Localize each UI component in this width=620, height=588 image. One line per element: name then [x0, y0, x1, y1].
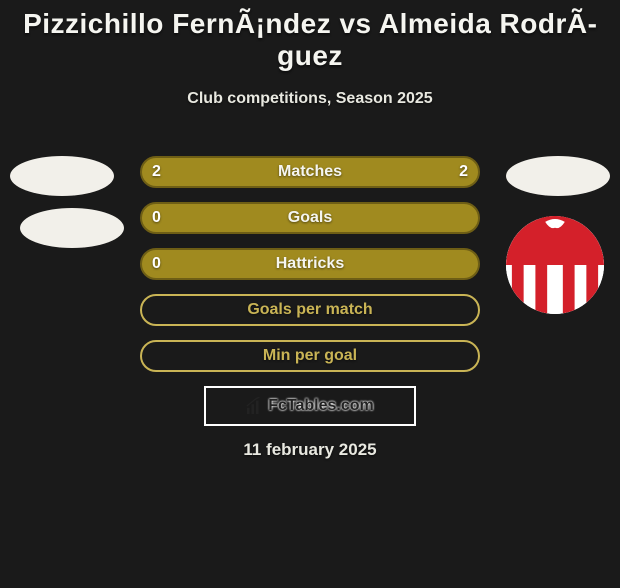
player1-avatar-placeholder [10, 156, 114, 196]
date-text: 11 february 2025 [10, 440, 610, 460]
stat-value-left: 0 [152, 255, 161, 273]
stat-bars: 2 Matches 2 0 Goals 0 Hattricks Goals per match… [140, 136, 480, 372]
subtitle: Club competitions, Season 2025 [10, 90, 610, 108]
stat-bar: 0 Hattricks [140, 248, 480, 280]
stat-label: Goals per match [247, 301, 372, 319]
watermark-text: FcTables.com [268, 397, 374, 415]
player2-club-logo [506, 216, 604, 314]
stat-bar: 0 Goals [140, 202, 480, 234]
stat-label: Matches [278, 163, 342, 181]
club-logo-icon [506, 216, 604, 314]
page-title: Pizzichillo FernÃ¡ndez vs Almeida RodrÃ­… [10, 8, 610, 72]
chart-icon [246, 397, 264, 415]
stat-bar: 2 Matches 2 [140, 156, 480, 188]
comparison-card: Pizzichillo FernÃ¡ndez vs Almeida RodrÃ­… [0, 8, 620, 460]
stat-label: Goals [288, 209, 332, 227]
stat-bar: Goals per match [140, 294, 480, 326]
stat-value-left: 0 [152, 209, 161, 227]
player2-avatar-placeholder [506, 156, 610, 196]
stat-bar: Min per goal [140, 340, 480, 372]
stat-label: Min per goal [263, 347, 357, 365]
stat-value-left: 2 [152, 163, 161, 181]
watermark-box: FcTables.com [204, 386, 416, 426]
stat-value-right: 2 [459, 163, 468, 181]
player1-club-placeholder [20, 208, 124, 248]
stat-label: Hattricks [276, 255, 344, 273]
content-area: 2 Matches 2 0 Goals 0 Hattricks Goals per match… [10, 136, 610, 460]
